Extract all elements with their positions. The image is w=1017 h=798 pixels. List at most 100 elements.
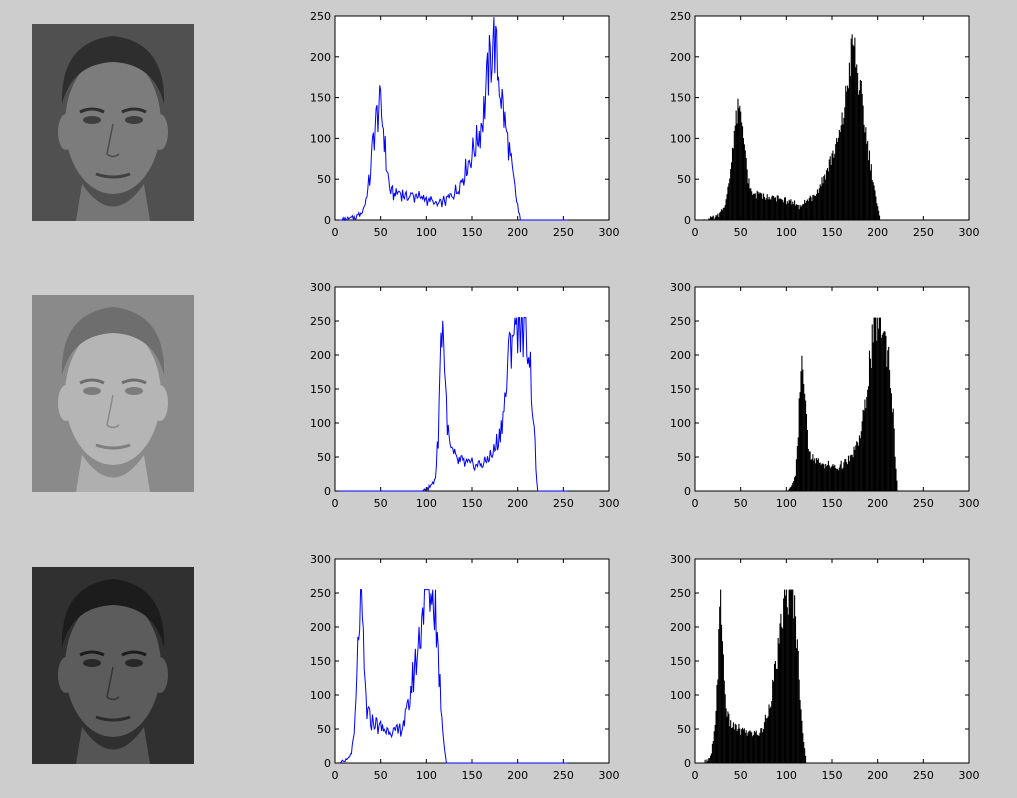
histogram-line-row1: 0 50 100 150 200 250 300 0 50 100 150 200 250 [300, 16, 621, 244]
x-tick-label: 0 [332, 497, 339, 510]
x-tick-label: 300 [599, 769, 620, 782]
y-tick-label: 200 [670, 349, 691, 362]
y-tick-label: 50 [677, 451, 691, 464]
histogram-bar [805, 756, 806, 763]
histogram-svg: 0 50 100 150 200 250 300050100150200250300 [300, 559, 621, 787]
y-tick-label: 300 [310, 281, 331, 294]
x-tick-label: 200 [867, 769, 888, 782]
face-image-normal [32, 24, 194, 221]
y-tick-label: 50 [317, 723, 331, 736]
x-tick-label: 100 [416, 497, 437, 510]
y-tick-label: 200 [310, 51, 331, 64]
x-tick-label: 150 [462, 769, 483, 782]
y-tick-label: 50 [317, 451, 331, 464]
plot-area [335, 559, 609, 763]
histogram-bar-row3: 0 50 100 150 200 250 300 0 50 100 150 200 250 300 [660, 559, 981, 787]
x-tick-label: 250 [553, 497, 574, 510]
histogram-bar-row2: 0 50 100 150 200 250 300 0 50 100 150 200 250 300 [660, 287, 981, 515]
histogram-svg: 0 50 100 150 200 250 300050100150200250300 [300, 287, 621, 515]
y-tick-label: 150 [670, 92, 691, 105]
y-tick-label: 0 [684, 485, 691, 498]
x-tick-label: 250 [913, 497, 934, 510]
y-tick-label: 200 [670, 621, 691, 634]
x-tick-label: 50 [734, 497, 748, 510]
y-tick-label: 300 [670, 553, 691, 566]
x-tick-label: 200 [867, 497, 888, 510]
y-tick-label: 200 [310, 349, 331, 362]
y-tick-label: 100 [670, 689, 691, 702]
x-tick-label: 150 [822, 226, 843, 239]
x-tick-label: 200 [867, 226, 888, 239]
histogram-bar [704, 219, 705, 220]
y-tick-label: 0 [684, 757, 691, 770]
x-tick-label: 0 [692, 497, 699, 510]
y-tick-label: 50 [677, 173, 691, 186]
histogram-svg: 0 50 100 150 200 250 300050100150200250300 [660, 287, 981, 515]
y-tick-label: 250 [670, 315, 691, 328]
histogram-bar-row1: 0 50 100 150 200 250 300 0 50 100 150 200 250 [660, 16, 981, 244]
y-tick-label: 250 [310, 315, 331, 328]
y-tick-label: 50 [677, 723, 691, 736]
y-tick-label: 200 [310, 621, 331, 634]
x-tick-label: 0 [692, 769, 699, 782]
x-tick-label: 250 [553, 226, 574, 239]
x-tick-label: 150 [462, 226, 483, 239]
y-tick-label: 300 [310, 553, 331, 566]
x-tick-label: 0 [332, 226, 339, 239]
histogram-line-row3: 0 50 100 150 200 250 300 0 50 100 150 200 250 300 [300, 559, 621, 787]
plot-area [695, 287, 969, 491]
x-tick-label: 300 [959, 769, 980, 782]
x-tick-label: 50 [734, 226, 748, 239]
histogram-line-row2: 0 50 100 150 200 250 300 0 50 100 150 200 250 300 [300, 287, 621, 515]
x-tick-label: 200 [507, 497, 528, 510]
histogram-svg: 0 50 100 150 200 250 300050100150200250 [660, 16, 981, 244]
histogram-svg: 0 50 100 150 200 250 300050100150200250300 [660, 559, 981, 787]
x-tick-label: 50 [374, 226, 388, 239]
y-tick-label: 0 [324, 757, 331, 770]
y-tick-label: 250 [670, 587, 691, 600]
x-tick-label: 250 [553, 769, 574, 782]
histogram-svg: 0 50 100 150 200 250 300050100150200250 [300, 16, 621, 244]
y-tick-label: 0 [324, 214, 331, 227]
y-tick-label: 250 [310, 587, 331, 600]
x-tick-label: 100 [776, 497, 797, 510]
y-tick-label: 250 [670, 10, 691, 23]
y-tick-label: 100 [310, 417, 331, 430]
y-tick-label: 200 [670, 51, 691, 64]
x-tick-label: 250 [913, 226, 934, 239]
x-tick-label: 50 [734, 769, 748, 782]
x-tick-label: 50 [374, 769, 388, 782]
y-tick-label: 100 [670, 132, 691, 145]
x-tick-label: 150 [822, 769, 843, 782]
x-tick-label: 100 [416, 226, 437, 239]
y-tick-label: 150 [670, 655, 691, 668]
histogram-bar [896, 481, 897, 491]
x-tick-label: 250 [913, 769, 934, 782]
y-tick-label: 50 [317, 173, 331, 186]
y-tick-label: 250 [310, 10, 331, 23]
x-tick-label: 100 [416, 769, 437, 782]
y-tick-label: 300 [670, 281, 691, 294]
y-tick-label: 100 [670, 417, 691, 430]
x-tick-label: 300 [599, 497, 620, 510]
x-tick-label: 300 [959, 497, 980, 510]
face-image-bright [32, 295, 194, 492]
x-tick-label: 0 [332, 769, 339, 782]
x-tick-label: 150 [462, 497, 483, 510]
x-tick-label: 50 [374, 497, 388, 510]
y-tick-label: 150 [310, 655, 331, 668]
x-tick-label: 100 [776, 769, 797, 782]
x-tick-label: 300 [959, 226, 980, 239]
face-image-dark [32, 567, 194, 764]
y-tick-label: 100 [310, 689, 331, 702]
y-tick-label: 0 [684, 214, 691, 227]
x-tick-label: 200 [507, 226, 528, 239]
x-tick-label: 300 [599, 226, 620, 239]
y-tick-label: 0 [324, 485, 331, 498]
y-tick-label: 150 [670, 383, 691, 396]
y-tick-label: 100 [310, 132, 331, 145]
x-tick-label: 200 [507, 769, 528, 782]
y-tick-label: 150 [310, 92, 331, 105]
y-tick-label: 150 [310, 383, 331, 396]
x-tick-label: 0 [692, 226, 699, 239]
